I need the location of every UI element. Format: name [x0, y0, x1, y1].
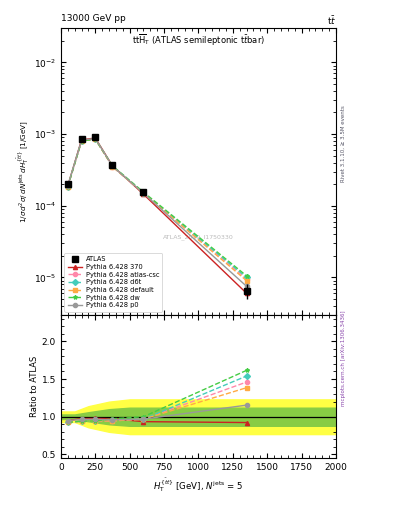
- Pythia 6.428 default: [65, 183, 70, 189]
- Pythia 6.428 atlas-csc: [244, 276, 249, 282]
- Pythia 6.428 atlas-csc: [65, 183, 70, 189]
- Pythia 6.428 default: [79, 138, 84, 144]
- Pythia 6.428 370: [244, 290, 249, 296]
- Text: ATLAS_2019_I1750330: ATLAS_2019_I1750330: [163, 234, 234, 240]
- Pythia 6.428 default: [244, 278, 249, 284]
- Pythia 6.428 p0: [93, 135, 97, 141]
- Line: Pythia 6.428 default: Pythia 6.428 default: [66, 137, 249, 283]
- Pythia 6.428 d6t: [79, 138, 84, 144]
- Text: tt$\overline{\rm H}_{\rm T}$ (ATLAS semileptonic t$\bar{t}$bar): tt$\overline{\rm H}_{\rm T}$ (ATLAS semi…: [132, 32, 265, 48]
- Pythia 6.428 dw: [65, 183, 70, 189]
- Pythia 6.428 370: [110, 163, 115, 169]
- Pythia 6.428 p0: [79, 137, 84, 143]
- Pythia 6.428 dw: [79, 138, 84, 144]
- Text: Rivet 3.1.10, ≥ 3.5M events: Rivet 3.1.10, ≥ 3.5M events: [341, 105, 346, 182]
- Pythia 6.428 atlas-csc: [141, 190, 146, 196]
- Line: Pythia 6.428 370: Pythia 6.428 370: [66, 136, 249, 295]
- Text: t$\bar{t}$: t$\bar{t}$: [327, 14, 336, 27]
- Pythia 6.428 p0: [65, 183, 70, 189]
- Pythia 6.428 default: [93, 136, 97, 142]
- Pythia 6.428 p0: [244, 283, 249, 289]
- Pythia 6.428 d6t: [141, 190, 146, 196]
- Pythia 6.428 atlas-csc: [93, 136, 97, 142]
- Pythia 6.428 p0: [141, 190, 146, 196]
- Line: Pythia 6.428 d6t: Pythia 6.428 d6t: [66, 137, 249, 280]
- Pythia 6.428 370: [79, 137, 84, 143]
- Text: mcplots.cern.ch [arXiv:1306.3436]: mcplots.cern.ch [arXiv:1306.3436]: [341, 311, 346, 406]
- Pythia 6.428 dw: [93, 136, 97, 142]
- Text: 13000 GeV pp: 13000 GeV pp: [61, 14, 126, 24]
- Pythia 6.428 atlas-csc: [79, 138, 84, 144]
- Pythia 6.428 d6t: [110, 163, 115, 169]
- X-axis label: $H_{\rm T}^{\{\bar{t}t\}}$ [GeV], $N^{\rm jets}$ = 5: $H_{\rm T}^{\{\bar{t}t\}}$ [GeV], $N^{\r…: [153, 476, 244, 494]
- Pythia 6.428 default: [110, 164, 115, 170]
- Pythia 6.428 dw: [244, 273, 249, 279]
- Pythia 6.428 dw: [110, 163, 115, 169]
- Pythia 6.428 370: [93, 135, 97, 141]
- Pythia 6.428 370: [65, 183, 70, 189]
- Pythia 6.428 d6t: [93, 136, 97, 142]
- Line: Pythia 6.428 dw: Pythia 6.428 dw: [66, 137, 249, 278]
- Pythia 6.428 dw: [141, 189, 146, 195]
- Line: Pythia 6.428 p0: Pythia 6.428 p0: [66, 136, 249, 288]
- Pythia 6.428 d6t: [65, 183, 70, 189]
- Line: Pythia 6.428 atlas-csc: Pythia 6.428 atlas-csc: [66, 137, 249, 281]
- Y-axis label: $1/\sigma\,d^2\sigma/\,dN^{\rm jets}\,dH_{\rm T}^{\{\bar{t}t\}}$ [1/GeV]: $1/\sigma\,d^2\sigma/\,dN^{\rm jets}\,dH…: [16, 120, 31, 223]
- Pythia 6.428 370: [141, 191, 146, 197]
- Pythia 6.428 p0: [110, 163, 115, 169]
- Pythia 6.428 atlas-csc: [110, 164, 115, 170]
- Pythia 6.428 default: [141, 190, 146, 196]
- Y-axis label: Ratio to ATLAS: Ratio to ATLAS: [30, 356, 39, 417]
- Legend: ATLAS, Pythia 6.428 370, Pythia 6.428 atlas-csc, Pythia 6.428 d6t, Pythia 6.428 : ATLAS, Pythia 6.428 370, Pythia 6.428 at…: [64, 253, 162, 311]
- Pythia 6.428 d6t: [244, 274, 249, 281]
